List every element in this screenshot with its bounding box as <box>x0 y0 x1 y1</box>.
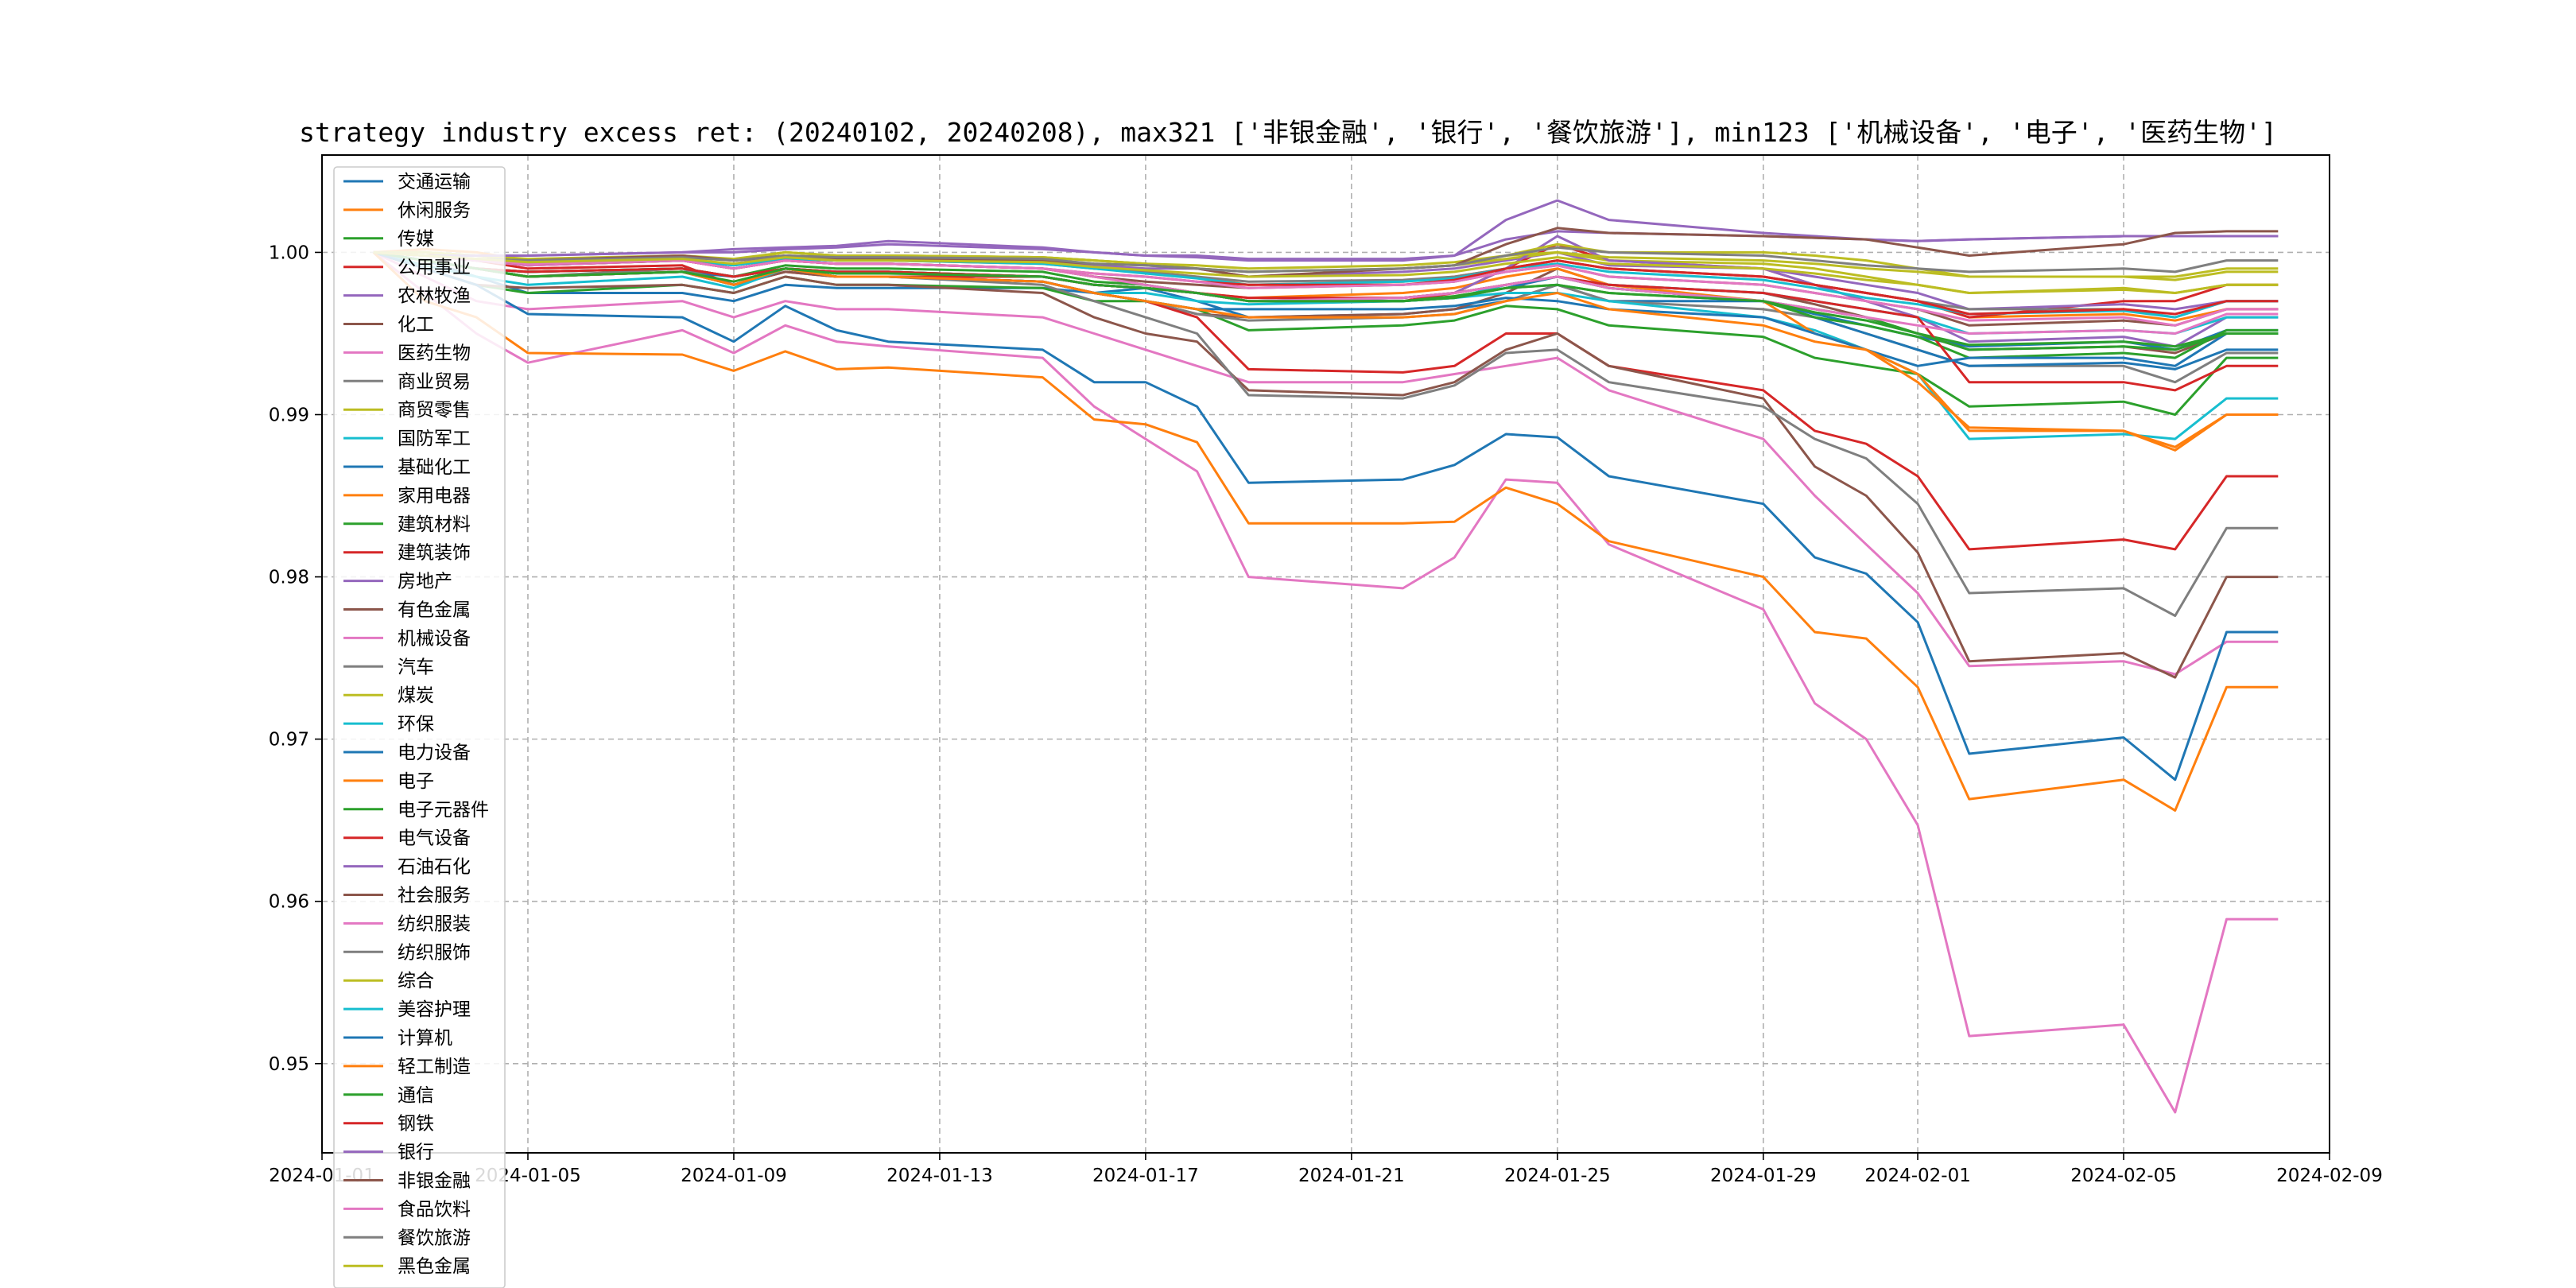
legend-label: 计算机 <box>398 1028 452 1049</box>
x-axis: 2024-01-01 2024-01-05 2024-01-09 2024-01-13… <box>269 1153 2383 1186</box>
legend-label: 通信 <box>398 1085 434 1106</box>
legend-label: 煤炭 <box>398 685 434 706</box>
y-tick-label: 1.00 <box>269 242 309 263</box>
plot-area <box>322 155 2330 1153</box>
x-tick-label: 2024-02-05 <box>2070 1166 2177 1186</box>
legend-label: 机械设备 <box>398 628 471 649</box>
series-line-38 <box>373 246 2279 274</box>
y-tick-label: 0.95 <box>269 1054 309 1075</box>
x-tick-label: 2024-01-29 <box>1710 1166 1817 1186</box>
legend-label: 电力设备 <box>398 743 471 763</box>
legend-label: 农林牧渔 <box>398 286 471 307</box>
y-axis: 0.95 0.96 0.97 0.98 0.99 1.00 <box>269 242 322 1075</box>
legend-label: 电气设备 <box>398 828 471 849</box>
legend-label: 环保 <box>398 714 434 735</box>
x-tick-label: 2024-01-09 <box>681 1166 787 1186</box>
legend-label: 纺织服装 <box>398 914 471 934</box>
legend-label: 石油石化 <box>398 857 471 878</box>
legend-label: 房地产 <box>398 572 452 592</box>
legend-label: 交通运输 <box>398 172 471 192</box>
x-tick-label: 2024-01-17 <box>1092 1166 1199 1186</box>
legend-label: 社会服务 <box>398 886 471 906</box>
legend-label: 黑色金属 <box>398 1256 471 1277</box>
legend-label: 钢铁 <box>398 1114 434 1135</box>
series-line-24 <box>373 250 2279 392</box>
legend-label: 家用电器 <box>398 486 471 506</box>
legend-label: 非银金融 <box>398 1171 471 1192</box>
series-line-7 <box>373 251 2279 676</box>
legend-label: 建筑装饰 <box>398 543 471 564</box>
series-line-22 <box>372 251 2279 812</box>
legend-label: 汽车 <box>398 657 434 677</box>
series-line-17 <box>372 251 2279 1114</box>
x-tick-label: 2024-01-21 <box>1298 1166 1405 1186</box>
x-tick-label: 2024-01-13 <box>886 1166 993 1186</box>
legend-label: 传媒 <box>398 229 434 250</box>
x-tick-label: 2024-02-09 <box>2276 1166 2383 1186</box>
series-line-21 <box>373 250 2279 782</box>
legend-label: 医药生物 <box>398 343 471 363</box>
series-line-33 <box>373 250 2279 351</box>
series-line-39 <box>373 250 2279 294</box>
legend-label: 商业贸易 <box>398 371 471 392</box>
series-line-32 <box>373 250 2279 452</box>
y-tick-label: 0.96 <box>269 892 309 913</box>
x-tick-label: 2024-02-01 <box>1864 1166 1971 1186</box>
legend-label: 电子 <box>398 771 434 792</box>
legend-label: 综合 <box>398 971 434 991</box>
legend: 交通运输休闲服务传媒公用事业农林牧渔化工医药生物商业贸易商贸零售国防军工基础化工… <box>333 166 506 1288</box>
legend-label: 银行 <box>398 1143 434 1163</box>
y-tick-label: 0.99 <box>269 405 309 426</box>
legend-label: 休闲服务 <box>398 200 471 221</box>
plot-frame <box>321 154 2330 1154</box>
series-line-10 <box>373 250 2279 440</box>
legend-label: 餐饮旅游 <box>398 1228 471 1248</box>
legend-label: 纺织服饰 <box>398 942 471 963</box>
series-lines <box>372 199 2279 1114</box>
y-tick-label: 0.98 <box>269 568 309 588</box>
legend-label: 有色金属 <box>398 600 471 621</box>
legend-label: 轻工制造 <box>398 1057 471 1077</box>
legend-label: 公用事业 <box>398 258 471 278</box>
series-line-16 <box>373 250 2279 679</box>
legend-label: 电子元器件 <box>398 800 489 821</box>
series-line-35 <box>373 230 2279 261</box>
legend-label: 化工 <box>398 315 434 336</box>
legend-label: 食品饮料 <box>398 1199 471 1220</box>
y-tick-label: 0.97 <box>269 730 309 751</box>
legend-label: 建筑材料 <box>398 514 471 535</box>
legend-label: 美容护理 <box>398 999 471 1020</box>
x-tick-label: 2024-01-25 <box>1504 1166 1611 1186</box>
legend-label: 国防军工 <box>398 429 471 449</box>
series-line-37 <box>373 250 2279 327</box>
chart-title: strategy industry excess ret: (20240102,… <box>299 117 2277 148</box>
series-line-30 <box>373 250 2279 319</box>
legend-frame <box>333 166 506 1288</box>
legend-label: 基础化工 <box>398 457 471 478</box>
legend-label: 商贸零售 <box>398 400 471 421</box>
